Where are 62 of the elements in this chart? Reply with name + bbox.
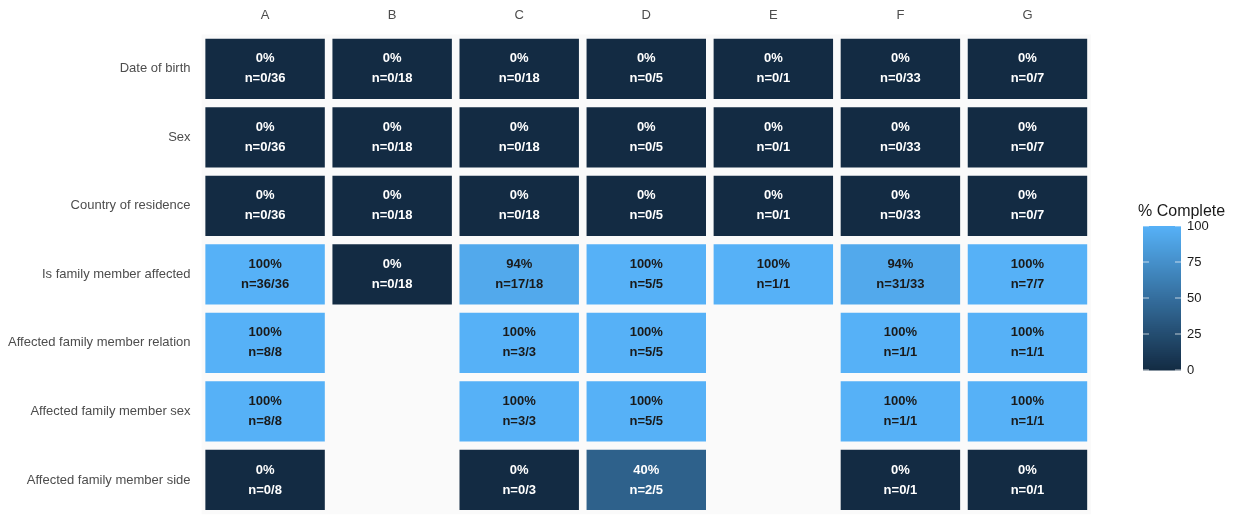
data-label: 0% n=0/1 — [1010, 461, 1045, 497]
data-label: 0% n=0/18 — [371, 50, 413, 86]
x-tick-label: A — [260, 7, 270, 23]
data-label: 0% n=0/18 — [498, 118, 540, 154]
data-label: 100% n=1/1 — [883, 393, 918, 429]
data-label: 0% n=0/3 — [502, 461, 537, 497]
data-label: 0% n=0/18 — [371, 255, 413, 291]
data-label: 0% n=0/18 — [498, 50, 540, 86]
y-tick-label: Affected family member sex — [30, 403, 192, 419]
x-tick-label: F — [896, 7, 905, 23]
y-tick-label: Date of birth — [119, 60, 191, 76]
data-label: 0% n=0/33 — [879, 118, 921, 154]
data-label: 0% n=0/1 — [756, 118, 791, 154]
data-label: 100% n=7/7 — [1010, 255, 1045, 291]
y-tick-label: Sex — [168, 128, 192, 144]
data-label: 0% n=0/36 — [244, 50, 286, 86]
data-label: 100% n=5/5 — [629, 393, 664, 429]
data-label: 0% n=0/1 — [756, 187, 791, 223]
data-label: 0% n=0/36 — [244, 187, 286, 223]
data-label: 0% n=0/5 — [629, 118, 664, 154]
data-label: 100% n=5/5 — [629, 255, 664, 291]
data-label: 40% n=2/5 — [629, 461, 664, 497]
color-bar-label: 50 — [1187, 289, 1202, 305]
data-label: 100% n=5/5 — [629, 324, 664, 360]
x-tick-label: E — [769, 7, 779, 23]
data-label: 100% n=1/1 — [1010, 393, 1045, 429]
color-bar-label: 25 — [1187, 325, 1202, 341]
data-label: 100% n=8/8 — [248, 324, 283, 360]
y-tick-label: Affected family member side — [26, 471, 191, 487]
data-label: 0% n=0/5 — [629, 187, 664, 223]
y-tick-label: Country of residence — [70, 197, 191, 213]
data-label: 100% n=1/1 — [883, 324, 918, 360]
data-label: 100% n=1/1 — [1010, 324, 1045, 360]
data-label: 0% n=0/7 — [1010, 50, 1045, 86]
data-label: 100% n=3/3 — [502, 393, 537, 429]
data-label: 94% n=31/33 — [876, 255, 925, 291]
data-label: 0% n=0/1 — [883, 461, 918, 497]
color-bar-label: 0 — [1187, 361, 1195, 377]
data-label: 94% n=17/18 — [495, 255, 544, 291]
data-label: 100% n=36/36 — [241, 255, 290, 291]
data-label: 0% n=0/18 — [371, 118, 413, 154]
data-label: 0% n=0/7 — [1010, 187, 1045, 223]
data-label: 0% n=0/33 — [879, 50, 921, 86]
data-label: 0% n=0/33 — [879, 187, 921, 223]
data-label: 0% n=0/5 — [629, 50, 664, 86]
color-bar-title: % Complete — [1138, 202, 1226, 219]
x-tick-label: D — [641, 7, 651, 23]
y-tick-label: Is family member affected — [41, 265, 191, 281]
data-label: 100% n=8/8 — [248, 393, 283, 429]
data-label: 0% n=0/18 — [498, 187, 540, 223]
data-label: 0% n=0/18 — [371, 187, 413, 223]
y-tick-label: Affected family member relation — [8, 334, 191, 350]
data-label: 100% n=3/3 — [502, 324, 537, 360]
data-label: 100% n=1/1 — [756, 255, 791, 291]
data-label: 0% n=0/1 — [756, 50, 791, 86]
data-label: 0% n=0/8 — [248, 461, 282, 497]
x-tick-label: B — [387, 7, 397, 23]
color-bar-label: 75 — [1187, 253, 1202, 269]
x-tick-label: G — [1022, 7, 1033, 23]
data-label: 0% n=0/36 — [244, 118, 286, 154]
data-label: 0% n=0/7 — [1010, 118, 1045, 154]
x-tick-label: C — [514, 7, 524, 23]
